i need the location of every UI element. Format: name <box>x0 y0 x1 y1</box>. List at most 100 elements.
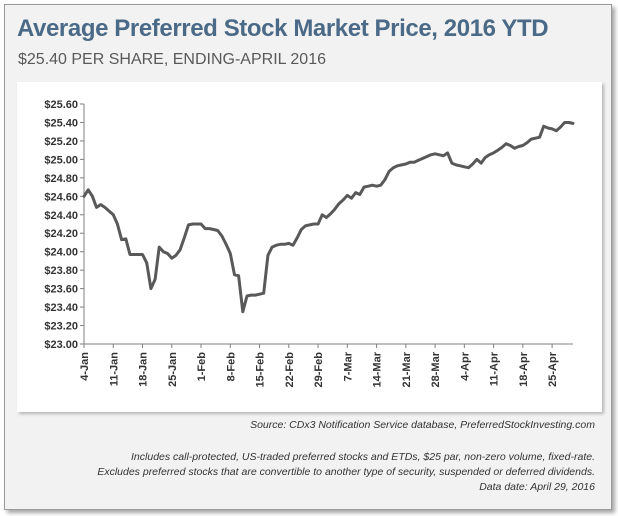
x-tick-label: 11-Apr <box>489 351 501 386</box>
x-tick-label: 25-Jan <box>167 352 179 387</box>
data-point <box>237 274 240 277</box>
data-point <box>325 216 328 219</box>
data-point <box>417 159 420 162</box>
y-tick-label: $23.80 <box>44 265 78 277</box>
data-point <box>129 253 131 256</box>
data-point <box>83 195 85 198</box>
data-point <box>400 164 403 166</box>
data-point <box>342 199 344 201</box>
data-point <box>250 294 252 296</box>
data-point <box>551 128 553 130</box>
data-point <box>187 224 190 226</box>
data-point <box>116 223 119 225</box>
data-point <box>137 253 140 256</box>
data-point <box>233 274 236 276</box>
y-tick-label: $25.40 <box>44 117 78 129</box>
data-point <box>384 178 386 181</box>
data-point <box>271 246 273 248</box>
data-point <box>430 154 432 156</box>
data-point <box>87 189 89 191</box>
data-point <box>179 249 181 251</box>
data-point <box>300 228 303 231</box>
data-point <box>283 243 286 246</box>
data-point <box>191 223 194 225</box>
data-point <box>104 206 106 209</box>
data-point <box>438 154 441 156</box>
plot-area: $23.00 $23.20 $23.40 $23.60 $23.80 $24.00 $24.… <box>17 82 602 412</box>
data-point <box>497 149 499 151</box>
data-point <box>396 165 399 167</box>
data-point <box>501 146 503 149</box>
line-chart: $23.00 $23.20 $23.40 $23.60 $23.80 $24.00 $24.… <box>44 99 575 388</box>
data-point <box>505 142 507 145</box>
data-point <box>517 145 520 148</box>
data-point <box>242 310 244 313</box>
data-point <box>371 184 374 186</box>
y-tick-label: $25.20 <box>44 136 78 148</box>
data-point <box>346 194 349 197</box>
data-point <box>229 252 232 255</box>
data-point <box>367 185 370 187</box>
data-point <box>451 162 453 164</box>
data-point <box>304 225 307 227</box>
y-tick-label: $24.80 <box>44 173 78 185</box>
data-point <box>522 144 524 147</box>
x-tick-label: 29-Feb <box>313 352 325 388</box>
data-point <box>338 202 340 205</box>
data-point <box>534 137 537 139</box>
data-point <box>225 243 227 246</box>
data-point <box>542 125 545 127</box>
data-point <box>275 244 278 246</box>
data-point <box>296 237 299 239</box>
y-tick-label: $25.60 <box>44 99 78 111</box>
x-tick-label: 28-Mar <box>430 351 442 387</box>
data-point <box>480 162 482 164</box>
data-point <box>183 237 186 239</box>
data-point <box>171 257 173 259</box>
x-tick-label: 15-Feb <box>255 352 267 388</box>
data-point <box>488 154 491 156</box>
y-tick-label: $24.00 <box>44 247 78 259</box>
chart-subtitle: $25.40 PER SHARE, ENDING-APRIL 2016 <box>18 51 326 68</box>
data-point <box>150 287 152 290</box>
data-point <box>555 130 558 132</box>
data-point <box>334 208 336 210</box>
data-point <box>463 166 466 168</box>
data-point <box>254 294 257 296</box>
y-tick-label: $25.00 <box>44 154 78 166</box>
data-point <box>538 136 541 138</box>
data-point <box>442 154 445 157</box>
data-point <box>196 223 198 225</box>
y-tick-label: $23.40 <box>44 302 78 314</box>
x-tick-label: 18-Apr <box>518 351 530 387</box>
data-point <box>317 223 319 225</box>
data-point <box>530 138 532 140</box>
data-point <box>313 223 315 225</box>
y-tick-label: $24.20 <box>44 228 78 240</box>
data-point <box>145 262 148 264</box>
chart-frame: Average Preferred Stock Market Price, 20… <box>4 4 612 510</box>
data-point <box>413 161 416 163</box>
footnote-exclusion: Excludes preferred stocks that are conve… <box>97 466 595 478</box>
x-tick-label: 21-Mar <box>401 351 413 387</box>
data-point <box>108 210 110 212</box>
data-point <box>158 246 160 248</box>
chart-title: Average Preferred Stock Market Price, 20… <box>17 15 549 42</box>
y-tick-label: $23.00 <box>44 339 78 351</box>
footnote-data-date: Data date: April 29, 2016 <box>479 481 595 493</box>
data-point <box>154 278 156 281</box>
data-point <box>526 142 528 144</box>
data-point <box>141 253 144 256</box>
data-point <box>204 227 206 230</box>
y-tick-label: $24.40 <box>44 210 78 222</box>
x-tick-label: 25-Apr <box>547 351 559 387</box>
data-point <box>455 164 457 166</box>
data-point <box>212 228 215 231</box>
data-point <box>375 185 378 187</box>
data-point <box>99 203 102 206</box>
data-point <box>547 127 549 129</box>
data-point <box>434 153 436 155</box>
data-point <box>200 223 202 225</box>
data-point <box>354 191 357 194</box>
data-point <box>405 163 407 165</box>
